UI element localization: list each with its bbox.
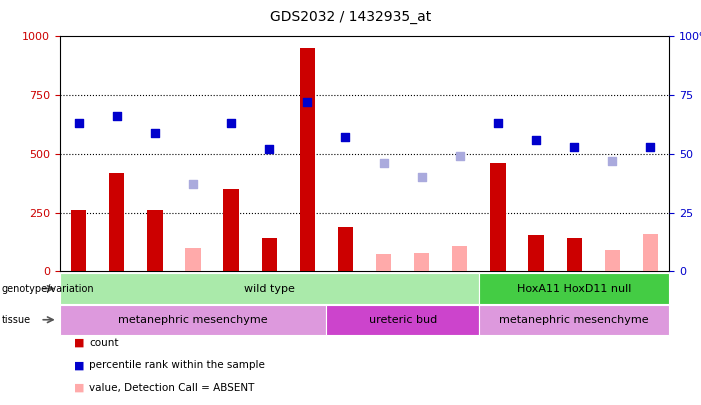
Point <box>111 113 123 119</box>
Bar <box>479 273 669 304</box>
Text: ■: ■ <box>74 383 84 392</box>
Point <box>645 144 656 150</box>
Point <box>226 120 237 127</box>
Point <box>454 153 465 160</box>
Point <box>149 130 161 136</box>
Bar <box>60 273 479 304</box>
Text: tissue: tissue <box>1 315 31 325</box>
Bar <box>60 305 327 335</box>
Point <box>606 158 618 164</box>
Point <box>492 120 503 127</box>
Bar <box>605 250 620 271</box>
Text: wild type: wild type <box>244 284 294 294</box>
Text: ■: ■ <box>74 360 84 370</box>
Bar <box>147 210 163 271</box>
Point <box>264 146 275 152</box>
Bar <box>300 48 315 271</box>
Bar <box>261 239 277 271</box>
Bar <box>185 248 200 271</box>
Bar <box>224 189 239 271</box>
Bar <box>327 305 479 335</box>
Bar <box>376 254 391 271</box>
Bar <box>414 253 429 271</box>
Bar <box>529 235 544 271</box>
Text: ■: ■ <box>74 338 84 348</box>
Text: HoxA11 HoxD11 null: HoxA11 HoxD11 null <box>517 284 632 294</box>
Point <box>73 120 84 127</box>
Text: metanephric mesenchyme: metanephric mesenchyme <box>499 315 649 325</box>
Point <box>569 144 580 150</box>
Point <box>378 160 389 166</box>
Text: GDS2032 / 1432935_at: GDS2032 / 1432935_at <box>270 10 431 24</box>
Text: percentile rank within the sample: percentile rank within the sample <box>89 360 265 370</box>
Text: value, Detection Call = ABSENT: value, Detection Call = ABSENT <box>89 383 254 392</box>
Point <box>340 134 351 141</box>
Bar <box>566 239 582 271</box>
Bar <box>490 163 505 271</box>
Point <box>187 181 198 188</box>
Point <box>531 136 542 143</box>
Bar <box>338 227 353 271</box>
Text: metanephric mesenchyme: metanephric mesenchyme <box>118 315 268 325</box>
Point <box>416 174 428 181</box>
Text: count: count <box>89 338 118 348</box>
Bar <box>452 245 468 271</box>
Text: genotype/variation: genotype/variation <box>1 284 94 294</box>
Point <box>301 99 313 105</box>
Bar <box>479 305 669 335</box>
Bar <box>71 210 86 271</box>
Bar <box>109 173 124 271</box>
Bar <box>643 234 658 271</box>
Text: ureteric bud: ureteric bud <box>369 315 437 325</box>
